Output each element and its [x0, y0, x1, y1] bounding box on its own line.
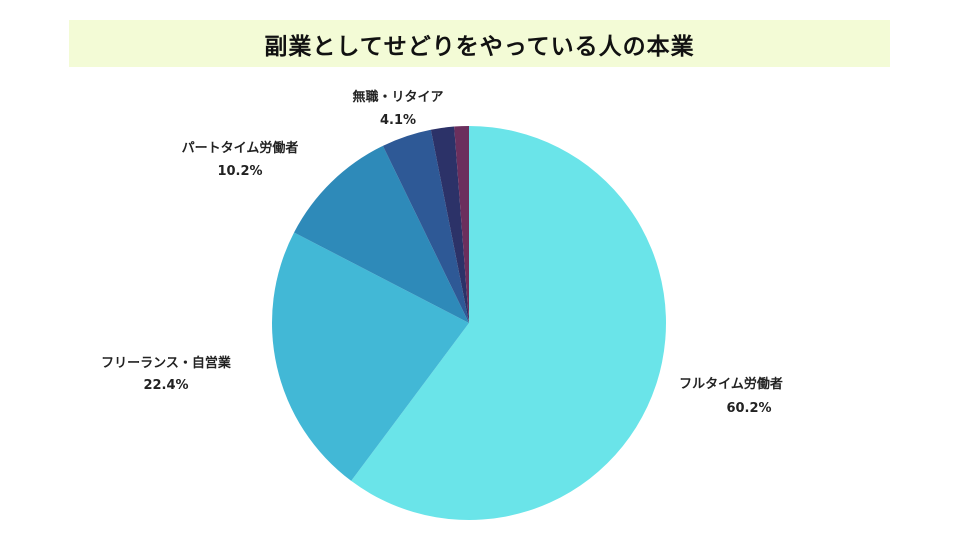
slice-value-unemployed: 4.1% — [380, 113, 416, 128]
chart-title: 副業としてせどりをやっている人の本業 — [264, 33, 695, 60]
slice-label-parttime: パートタイム労働者 — [182, 140, 299, 156]
slice-label-freelance: フリーランス・自営業 — [101, 355, 232, 371]
pie-slice-0 — [351, 126, 666, 520]
slice-value-freelance: 22.4% — [143, 378, 188, 393]
title-banner: 副業としてせどりをやっている人の本業 — [69, 20, 890, 67]
slice-label-unemployed: 無職・リタイア — [352, 89, 443, 105]
pie-slice-5 — [454, 126, 469, 323]
slice-label-fulltime: フルタイム労働者 — [679, 376, 783, 392]
pie-slice-1 — [271, 232, 469, 481]
slice-value-fulltime: 60.2% — [726, 401, 771, 416]
pie-slice-2 — [294, 145, 469, 323]
slice-value-parttime: 10.2% — [217, 164, 262, 179]
pie-slice-4 — [430, 126, 469, 323]
pie-slice-3 — [382, 129, 469, 323]
pie-slices — [271, 126, 666, 520]
